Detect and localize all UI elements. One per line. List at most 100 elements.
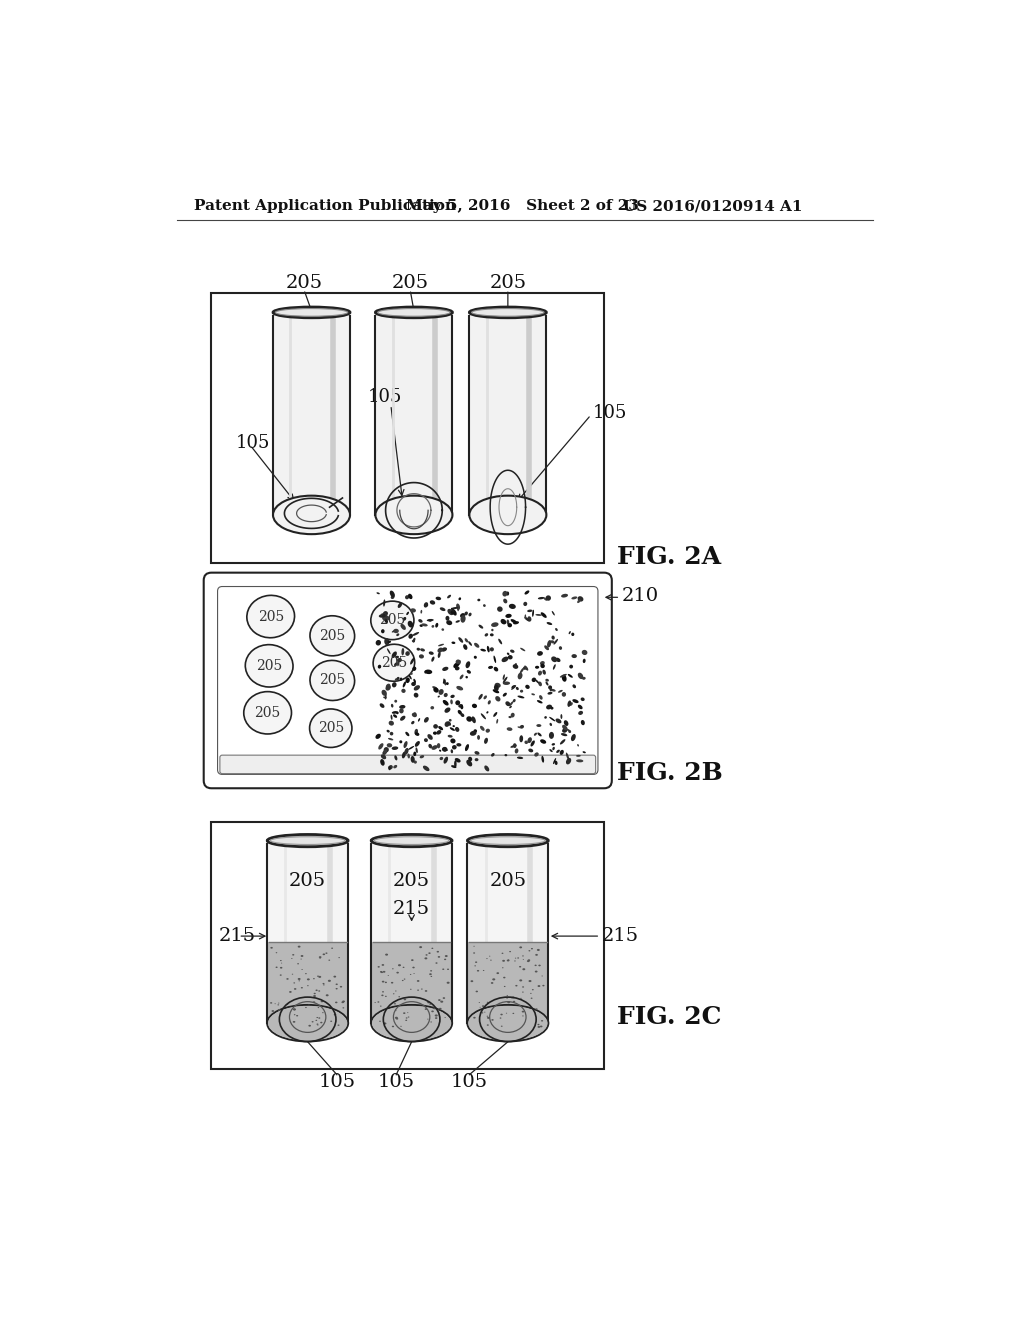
Ellipse shape xyxy=(488,667,490,669)
Ellipse shape xyxy=(396,972,399,974)
Ellipse shape xyxy=(541,612,547,618)
Ellipse shape xyxy=(429,973,432,975)
Bar xyxy=(268,843,347,1023)
Ellipse shape xyxy=(309,709,352,747)
Ellipse shape xyxy=(406,677,410,682)
Ellipse shape xyxy=(401,689,406,693)
Ellipse shape xyxy=(473,952,475,953)
Ellipse shape xyxy=(438,999,440,1001)
Text: Patent Application Publication: Patent Application Publication xyxy=(194,199,456,213)
Ellipse shape xyxy=(503,977,506,978)
Ellipse shape xyxy=(395,656,399,659)
Ellipse shape xyxy=(418,619,423,623)
Ellipse shape xyxy=(458,710,462,714)
Ellipse shape xyxy=(487,1016,489,1019)
Ellipse shape xyxy=(457,686,463,690)
Ellipse shape xyxy=(475,758,478,762)
Ellipse shape xyxy=(455,727,460,731)
Ellipse shape xyxy=(489,634,494,636)
Ellipse shape xyxy=(417,648,420,651)
Ellipse shape xyxy=(577,755,581,756)
Ellipse shape xyxy=(444,721,450,727)
Ellipse shape xyxy=(311,1022,313,1023)
Ellipse shape xyxy=(583,751,586,754)
Text: 205: 205 xyxy=(391,275,429,292)
Ellipse shape xyxy=(431,656,434,661)
Ellipse shape xyxy=(520,690,523,693)
Ellipse shape xyxy=(451,766,457,768)
Ellipse shape xyxy=(383,611,388,616)
Ellipse shape xyxy=(492,628,494,631)
Ellipse shape xyxy=(552,747,555,750)
Ellipse shape xyxy=(527,960,530,961)
Ellipse shape xyxy=(424,738,428,742)
Ellipse shape xyxy=(423,766,429,771)
Ellipse shape xyxy=(477,599,480,602)
Ellipse shape xyxy=(551,656,557,663)
Ellipse shape xyxy=(399,709,403,713)
Text: 205: 205 xyxy=(289,871,327,890)
Ellipse shape xyxy=(468,756,472,762)
Ellipse shape xyxy=(555,760,557,766)
Ellipse shape xyxy=(378,309,451,317)
Ellipse shape xyxy=(371,1005,452,1041)
Ellipse shape xyxy=(566,752,569,760)
Ellipse shape xyxy=(551,689,556,692)
Text: 215: 215 xyxy=(602,927,639,945)
Ellipse shape xyxy=(427,1002,430,1003)
Ellipse shape xyxy=(307,978,310,981)
Ellipse shape xyxy=(518,673,522,680)
Ellipse shape xyxy=(371,601,414,640)
Ellipse shape xyxy=(396,711,398,714)
Ellipse shape xyxy=(453,725,455,727)
Ellipse shape xyxy=(382,964,384,966)
Ellipse shape xyxy=(513,1001,515,1002)
Ellipse shape xyxy=(466,717,472,722)
Ellipse shape xyxy=(455,667,460,671)
Ellipse shape xyxy=(528,979,531,982)
Ellipse shape xyxy=(527,737,531,743)
Ellipse shape xyxy=(538,733,542,737)
Ellipse shape xyxy=(412,713,417,717)
Ellipse shape xyxy=(393,714,397,718)
Ellipse shape xyxy=(497,606,503,612)
Ellipse shape xyxy=(376,734,381,739)
Ellipse shape xyxy=(544,645,549,651)
Ellipse shape xyxy=(439,756,443,760)
Ellipse shape xyxy=(420,624,423,627)
Ellipse shape xyxy=(484,738,488,744)
Ellipse shape xyxy=(317,975,318,977)
Ellipse shape xyxy=(461,705,463,709)
Ellipse shape xyxy=(372,1006,452,1040)
Ellipse shape xyxy=(273,308,350,318)
Ellipse shape xyxy=(431,1011,434,1012)
Ellipse shape xyxy=(506,701,510,706)
Ellipse shape xyxy=(395,1016,398,1019)
Ellipse shape xyxy=(582,677,586,680)
Ellipse shape xyxy=(442,969,444,970)
Ellipse shape xyxy=(443,750,449,751)
Ellipse shape xyxy=(519,946,522,948)
Ellipse shape xyxy=(457,606,459,611)
Ellipse shape xyxy=(392,711,397,714)
Ellipse shape xyxy=(446,682,449,685)
Ellipse shape xyxy=(454,760,457,768)
Ellipse shape xyxy=(267,1005,348,1041)
Ellipse shape xyxy=(318,990,321,991)
Ellipse shape xyxy=(429,651,434,655)
Ellipse shape xyxy=(540,1026,543,1027)
Bar xyxy=(372,843,452,1023)
Ellipse shape xyxy=(516,686,519,690)
Ellipse shape xyxy=(424,602,428,607)
Ellipse shape xyxy=(430,706,434,709)
Ellipse shape xyxy=(328,979,331,982)
Ellipse shape xyxy=(393,628,398,634)
Ellipse shape xyxy=(536,954,538,956)
Ellipse shape xyxy=(382,690,387,696)
Ellipse shape xyxy=(431,746,437,750)
Ellipse shape xyxy=(394,700,397,702)
Ellipse shape xyxy=(517,726,521,729)
Ellipse shape xyxy=(323,953,325,956)
Ellipse shape xyxy=(409,675,412,680)
Ellipse shape xyxy=(452,610,457,615)
